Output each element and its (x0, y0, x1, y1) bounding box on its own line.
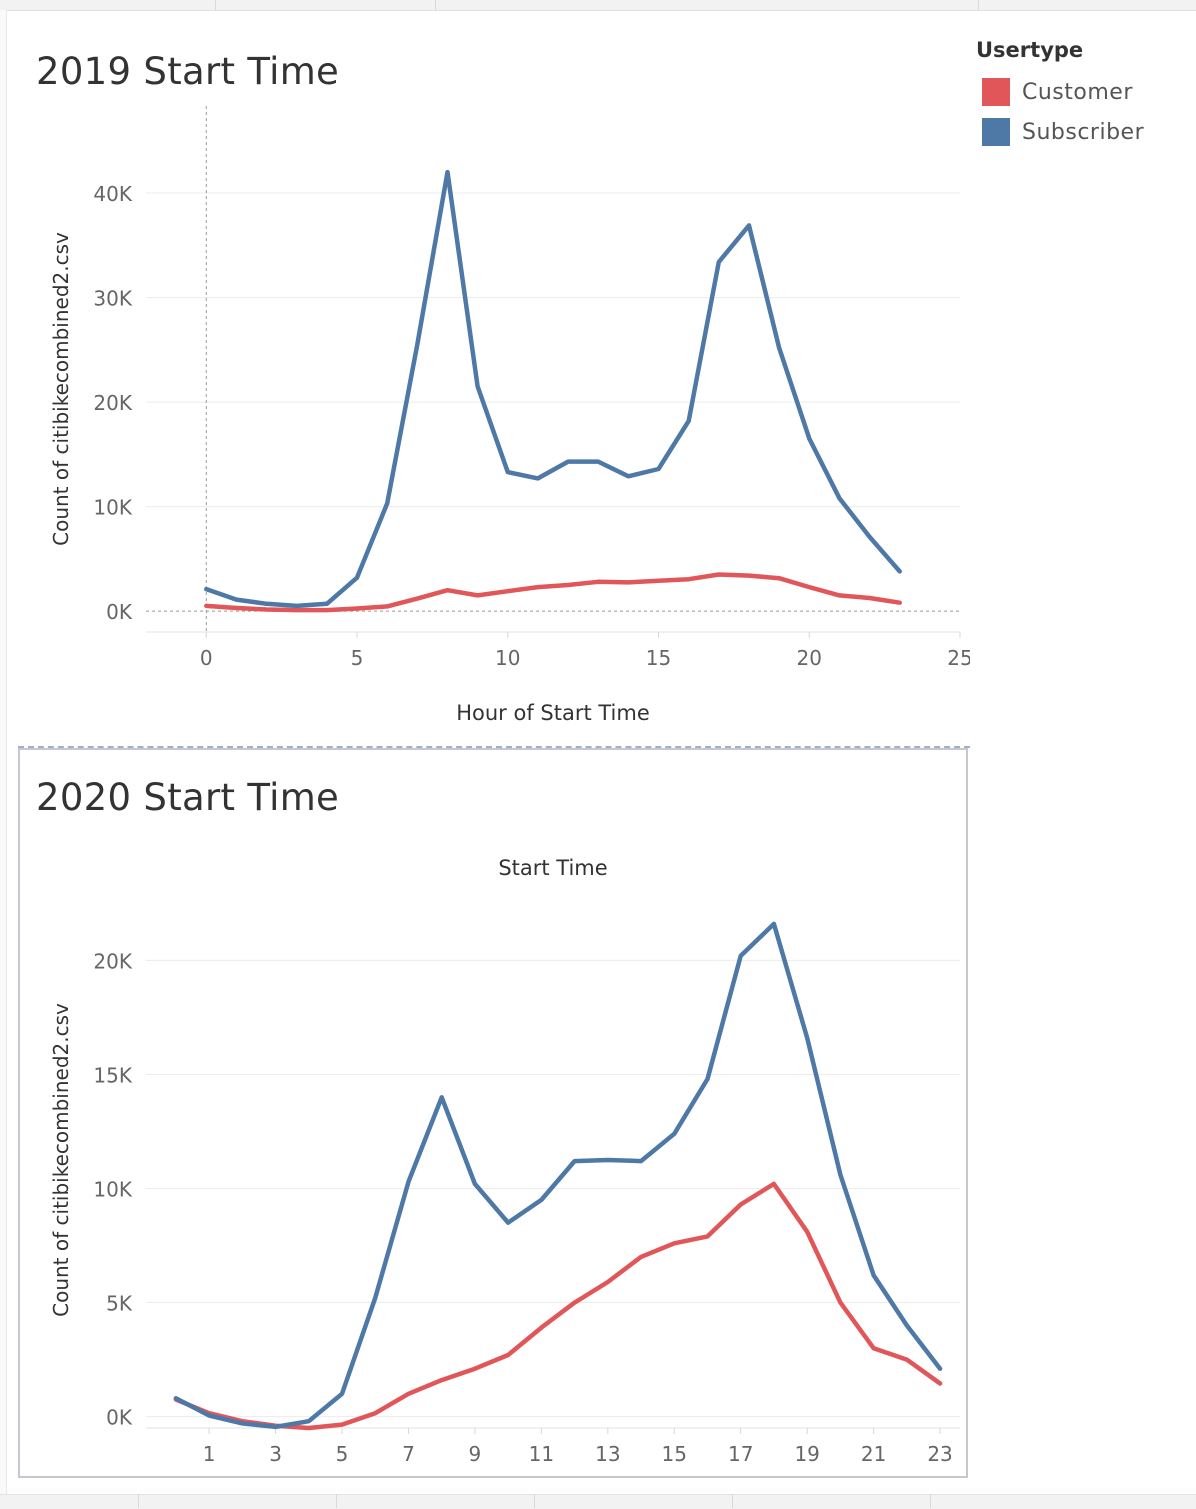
legend-label-customer: Customer (1022, 79, 1133, 105)
worksheet-left-edge (0, 10, 7, 1494)
grid-tick (978, 0, 979, 10)
x-tick-label: 15 (662, 1442, 687, 1466)
x-tick-label: 10 (495, 646, 520, 670)
x-tick-label: 5 (351, 646, 364, 670)
x-tick-label: 23 (927, 1442, 952, 1466)
chart-title-2020: 2020 Start Time (36, 776, 340, 819)
series-line-customer[interactable] (204, 572, 902, 613)
grid-tick (930, 1494, 931, 1508)
x-tick-label: 13 (595, 1442, 620, 1466)
y-tick-label: 15K (93, 1063, 132, 1087)
legend-item-customer[interactable]: Customer (976, 72, 1144, 112)
y-tick-label: 5K (106, 1292, 133, 1316)
legend-title: Usertype (976, 38, 1084, 62)
x-tick-label: 3 (269, 1442, 282, 1466)
y-tick-label: 40K (93, 182, 132, 206)
x-tick-label: 1 (203, 1442, 216, 1466)
chart-title-2019: 2019 Start Time (36, 50, 340, 93)
legend-label-subscriber: Subscriber (1022, 119, 1145, 145)
series-line-subscriber[interactable] (204, 169, 902, 609)
y-tick-label: 10K (93, 1178, 132, 1202)
panel-divider (18, 746, 970, 751)
x-tick-label: 15 (646, 646, 671, 670)
x-tick-label: 0 (200, 646, 213, 670)
x-tick-label: 9 (469, 1442, 482, 1466)
y-axis-title: Count of citibikecombined2.csv (49, 1003, 73, 1317)
grid-tick (336, 1494, 337, 1508)
grid-tick (435, 0, 436, 10)
y-tick-label: 10K (93, 496, 132, 520)
worksheet-grid-top (0, 0, 1196, 11)
legend-item-subscriber[interactable]: Subscriber (976, 112, 1144, 152)
y-axis-title: Count of citibikecombined2.csv (49, 232, 73, 546)
grid-tick (534, 1494, 535, 1508)
legend[interactable]: Usertype Customer Subscriber (976, 38, 1144, 152)
worksheet-grid-bottom (0, 1494, 1196, 1509)
y-tick-label: 0K (106, 1406, 133, 1430)
x-tick-label: 5 (336, 1442, 349, 1466)
chart-panel-2020[interactable] (18, 748, 968, 1478)
y-tick-label: 20K (93, 391, 132, 415)
x-tick-label: 25 (947, 646, 970, 670)
x-axis-title: Hour of Start Time (456, 701, 650, 725)
x-tick-label: 20 (797, 646, 822, 670)
x-tick-label: 7 (402, 1442, 415, 1466)
x-tick-label: 11 (529, 1442, 554, 1466)
chart-subtitle: Start Time (498, 856, 607, 880)
grid-tick (215, 0, 216, 10)
x-tick-label: 17 (728, 1442, 753, 1466)
legend-swatch-subscriber (982, 118, 1010, 146)
series-line-subscriber[interactable] (173, 921, 943, 1430)
y-tick-label: 30K (93, 287, 132, 311)
x-tick-label: 19 (794, 1442, 819, 1466)
series-line-customer[interactable] (173, 1181, 943, 1431)
grid-tick (732, 1494, 733, 1508)
x-tick-label: 21 (861, 1442, 886, 1466)
y-tick-label: 0K (106, 600, 133, 624)
legend-swatch-customer (982, 78, 1010, 106)
y-tick-label: 20K (93, 949, 132, 973)
grid-tick (138, 1494, 139, 1508)
chart-2019-start-time[interactable]: 0K 10K 20K 30K 40K 0 5 10 15 20 25 Count of citibik… (0, 100, 970, 740)
